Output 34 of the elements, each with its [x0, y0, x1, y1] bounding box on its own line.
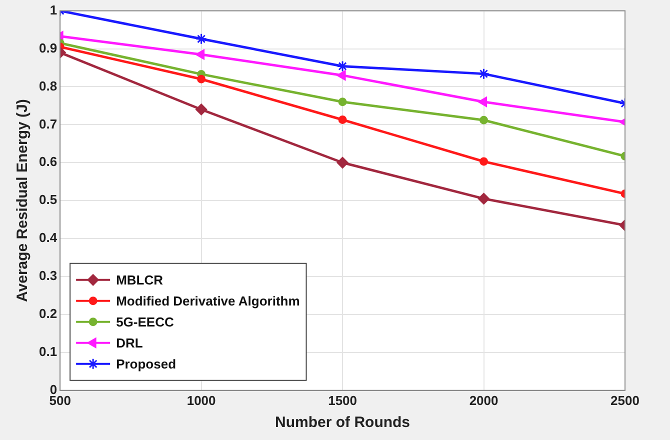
- point: [478, 96, 488, 107]
- point: [336, 60, 348, 72]
- x-tick-label: 2000: [469, 392, 498, 408]
- x-tick-label: 1000: [186, 392, 216, 408]
- y-axis-title: Average Residual Energy (J): [14, 99, 32, 302]
- point: [478, 68, 490, 80]
- y-tick-label: 0.5: [38, 192, 58, 208]
- point: [338, 98, 347, 106]
- x-tick-label: 2500: [610, 392, 640, 408]
- y-tick-label: 0.8: [38, 78, 58, 94]
- y-tick-label: 0.6: [38, 154, 58, 170]
- point: [196, 104, 208, 116]
- y-tick-label: 0.1: [38, 344, 58, 360]
- point: [478, 192, 490, 204]
- y-tick-label: 1: [50, 2, 58, 18]
- legend-label: Modified Derivative Algorithm: [116, 293, 300, 308]
- point: [338, 115, 347, 124]
- y-tick-label: 0.7: [38, 116, 58, 132]
- x-axis-title: Number of Rounds: [275, 414, 410, 432]
- legend-label: MBLCR: [116, 272, 164, 288]
- y-tick-label: 0.3: [38, 268, 58, 284]
- legend-label: DRL: [116, 335, 143, 350]
- point: [480, 116, 488, 124]
- y-tick-label: 0.2: [38, 306, 58, 322]
- point: [480, 157, 488, 166]
- legend-label: Proposed: [116, 356, 176, 372]
- point: [196, 33, 208, 45]
- point: [336, 156, 348, 168]
- legend-label: 5G-EECC: [116, 314, 174, 330]
- y-tick-label: 0.4: [38, 230, 58, 246]
- y-tick-label: 0.9: [38, 40, 58, 56]
- x-tick-label: 1500: [328, 392, 357, 408]
- point: [197, 74, 206, 84]
- point: [336, 70, 346, 80]
